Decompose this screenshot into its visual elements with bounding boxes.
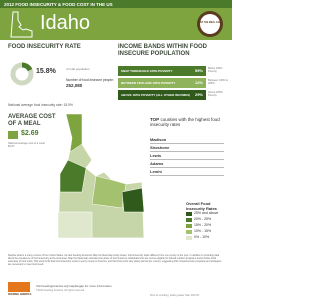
brand-name: FEEDING AMERICA [8,293,32,296]
rate-national: National average food insecurity rate: 1… [8,103,73,107]
meal-icon [8,131,18,139]
county: Adams [150,160,224,168]
page: 2012 FOOD INSECURITY & FOOD COST IN THE … [0,0,232,297]
legend-label: 20% - 25% [194,217,212,221]
county: Lemhi [150,168,224,176]
footer-visit: Visit feedingamerica.org/mapthegap for m… [36,284,113,288]
counties-title: TOP counties with the highest food insec… [150,117,224,127]
band-label: ABOVE 185% POVERTY (ALL OTHER INCOMES) [121,93,191,97]
income-title: INCOME BANDS WITHIN FOOD INSECURE POPULA… [118,44,207,57]
legend-label: 0% - 10% [194,235,210,239]
top-strip [0,0,232,8]
band-value: 12% [194,80,203,85]
band-side: Above 185% Poverty [208,91,223,97]
logo [197,11,223,37]
legend-label: 10% - 15% [194,229,212,233]
meal-title: AVERAGE COST OF A MEAL [8,114,56,127]
meal-value: $2.69 [21,130,39,137]
band-value: 59% [194,68,203,73]
state-title: Idaho [40,12,91,34]
state-map [57,113,145,239]
legend-swatch [186,224,192,228]
income-band: BETWEEN 130% AND 185% POVERTY 12% [118,78,206,88]
counties-title-text: counties with the highest food insecurit… [150,117,220,127]
band-side: Below 130% Poverty [208,67,223,73]
income-band: ABOVE 185% POVERTY (ALL OTHER INCOMES) 29… [118,90,206,100]
paragraph: Despite what is a many corners of the Un… [8,254,222,266]
state-icon [10,11,33,38]
income-band: SNAP THRESHOLD 130% POVERTY 59% [118,66,206,76]
band-side: Between 130% & 185% [208,79,228,85]
county: Lewis [150,152,224,160]
band-label: BETWEEN 130% AND 185% POVERTY [121,81,176,85]
band-value: 29% [194,92,203,97]
band-label: SNAP THRESHOLD 130% POVERTY [121,69,173,73]
county: Shoshone [150,144,224,152]
legend-swatch [186,212,192,216]
legend-label: 25% and above [194,211,219,215]
legend-swatch [186,236,192,240]
brand-logo [8,282,30,292]
footer-note: Prior to rounding, totals greater than 1… [150,294,200,297]
logo-text: MAP THE MEAL GAP [198,22,222,24]
legend-title: Overall Food Insecurity Rates [186,201,217,211]
strip-title: 2012 FOOD INSECURITY & FOOD COST IN THE … [4,1,113,7]
people-label: Number of food insecure people: [66,78,114,82]
people-value: 252,080 [66,83,83,88]
county: Madison [150,136,224,144]
counties-title-bold: TOP [150,117,160,122]
legend-swatch [186,218,192,222]
meal-national: National average cost of a meal: $2.67 [8,142,46,148]
rate-note: of total population [66,67,90,71]
header-band [0,8,232,40]
footer-copyright: ©2014 Feeding America. All rights reserv… [36,289,85,292]
legend-label: 15% - 20% [194,223,212,227]
rate-value: 15.8% [36,68,56,75]
legend-swatch [186,230,192,234]
rate-title: FOOD INSECURITY RATE [8,44,81,50]
rate-donut [10,62,34,86]
